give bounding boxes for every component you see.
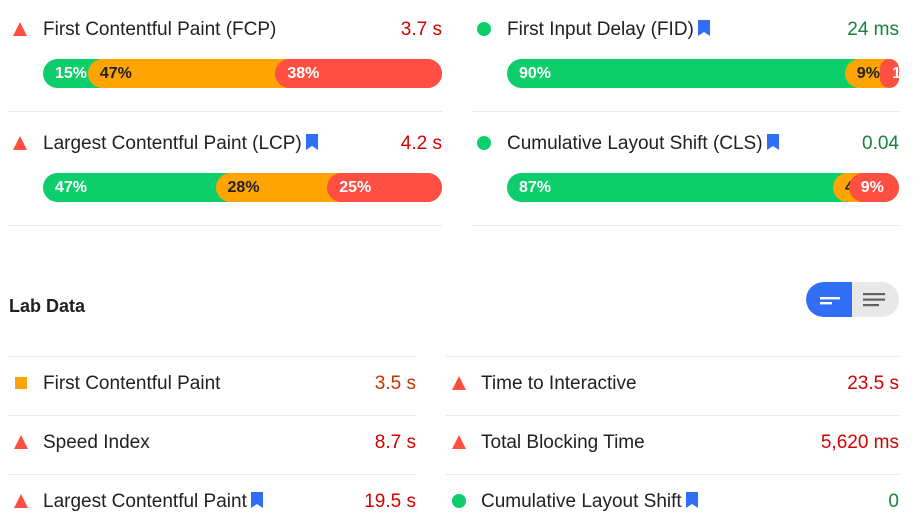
metric-label: Largest Contentful Paint — [43, 491, 263, 513]
bookmark-icon — [685, 492, 698, 508]
metric-value: 3.5 s — [374, 373, 416, 394]
divider — [8, 356, 416, 357]
good-circle-icon — [477, 22, 491, 36]
good-segment: 90% — [507, 59, 899, 88]
metric-value: 5,620 ms — [820, 432, 899, 453]
bookmark-icon — [250, 492, 263, 508]
divider — [472, 225, 899, 226]
summary-view-button[interactable] — [806, 282, 852, 317]
metric-value: 0.04 — [862, 133, 899, 154]
divider — [8, 111, 442, 112]
lab-metric: Speed Index 8.7 s — [8, 415, 416, 473]
metric-value: 8.7 s — [374, 432, 416, 453]
divider — [446, 474, 899, 475]
poor-triangle-icon — [452, 435, 466, 449]
lab-metric: Largest Contentful Paint 19.5 s — [8, 474, 416, 532]
metric-value: 3.7 s — [400, 19, 442, 40]
lab-metric: Total Blocking Time 5,620 ms — [446, 415, 899, 473]
metric-label: First Input Delay (FID) — [507, 19, 710, 41]
divider — [8, 415, 416, 416]
metric-label: Speed Index — [43, 432, 150, 453]
metric-label: First Contentful Paint (FCP) — [43, 19, 277, 40]
poor-segment: 1% — [880, 59, 899, 88]
poor-triangle-icon — [13, 22, 27, 36]
metric-value: 24 ms — [847, 19, 899, 40]
distribution-bar: 90%9%1% — [507, 59, 899, 88]
metric-value: 0 — [888, 491, 899, 512]
poor-triangle-icon — [452, 376, 466, 390]
bookmark-icon — [697, 20, 710, 36]
divider — [472, 111, 899, 112]
field-metric-fid: First Input Delay (FID) 24 ms 90%9%1% — [472, 15, 899, 88]
poor-segment: 25% — [327, 173, 442, 202]
metric-label: First Contentful Paint — [43, 373, 221, 394]
divider — [446, 356, 899, 357]
bookmark-icon — [305, 134, 318, 150]
metric-label: Largest Contentful Paint (LCP) — [43, 133, 318, 155]
list-view-button[interactable] — [853, 282, 899, 317]
poor-segment: 9% — [848, 173, 899, 202]
list-view-icon — [863, 293, 885, 307]
metric-label: Time to Interactive — [481, 373, 637, 394]
summary-view-icon — [820, 297, 840, 305]
field-metric-lcp: Largest Contentful Paint (LCP) 4.2 s 47%… — [8, 129, 442, 202]
poor-triangle-icon — [14, 435, 28, 449]
lab-metric: Time to Interactive 23.5 s — [446, 356, 899, 414]
lab-data-title: Lab Data — [9, 296, 86, 316]
metric-label: Cumulative Layout Shift — [481, 491, 698, 513]
view-toggle[interactable] — [806, 282, 899, 317]
divider — [8, 474, 416, 475]
poor-triangle-icon — [13, 136, 27, 150]
distribution-bar: 87%4%9% — [507, 173, 899, 202]
distribution-bar: 47% 28% 25% — [43, 173, 442, 202]
metric-label: Cumulative Layout Shift (CLS) — [507, 133, 779, 155]
good-circle-icon — [477, 136, 491, 150]
average-square-icon — [15, 377, 27, 389]
field-metric-cls: Cumulative Layout Shift (CLS) 0.04 87%4%… — [472, 129, 899, 202]
divider — [8, 225, 442, 226]
metric-label: Total Blocking Time — [481, 432, 645, 453]
field-metric-fcp: First Contentful Paint (FCP) 3.7 s 15% 47… — [8, 15, 442, 88]
metric-value: 4.2 s — [400, 133, 442, 154]
metric-value: 19.5 s — [364, 491, 416, 512]
good-circle-icon — [452, 494, 466, 508]
metric-value: 23.5 s — [847, 373, 899, 394]
lab-metric: First Contentful Paint 3.5 s — [8, 356, 416, 414]
distribution-bar: 15% 47% 38% — [43, 59, 442, 88]
poor-triangle-icon — [14, 494, 28, 508]
poor-segment: 38% — [275, 59, 442, 88]
lab-metric: Cumulative Layout Shift 0 — [446, 474, 899, 532]
bookmark-icon — [766, 134, 779, 150]
divider — [446, 415, 899, 416]
